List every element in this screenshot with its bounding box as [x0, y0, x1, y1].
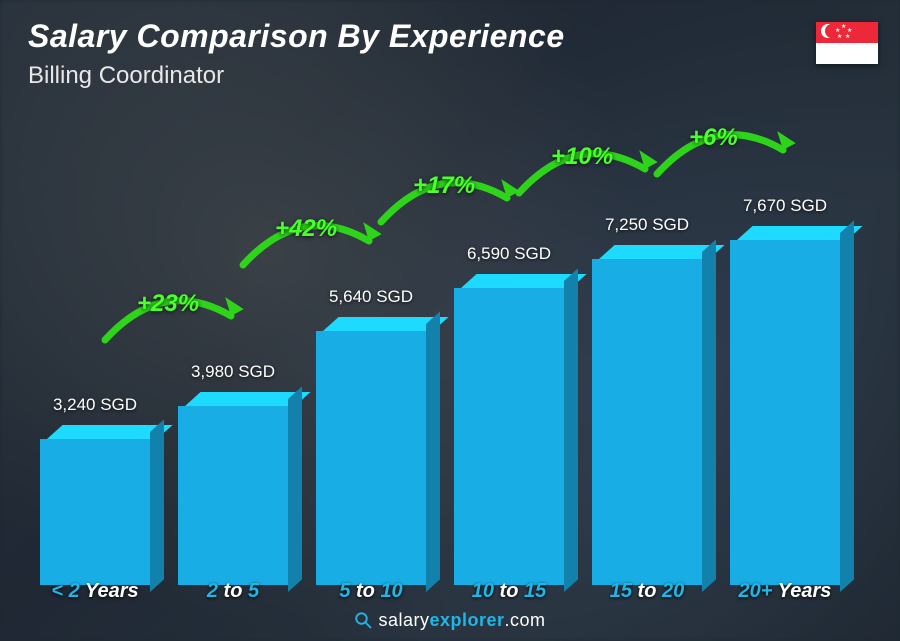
bar-value-label: 7,250 SGD — [605, 215, 689, 235]
increase-percent: +42% — [275, 215, 337, 243]
arrow-arc-icon — [93, 282, 253, 352]
flag-top-stripe: ★ ★ ★ ★ ★ — [816, 22, 878, 43]
bar-side-face — [288, 386, 302, 592]
increase-arrow: +23% — [93, 282, 253, 352]
bar — [40, 425, 150, 571]
bar-value-label: 7,670 SGD — [743, 196, 827, 216]
increase-percent: +17% — [413, 172, 475, 200]
arrow-arc-icon — [231, 207, 391, 277]
bar-side-face — [426, 311, 440, 592]
increase-arrow: +17% — [369, 164, 529, 234]
bar — [178, 392, 288, 571]
page-title: Salary Comparison By Experience — [28, 18, 565, 55]
bar-value-label: 3,980 SGD — [191, 362, 275, 382]
bar — [592, 245, 702, 571]
flag-bottom-stripe — [816, 43, 878, 64]
bar-column: 3,240 SGD< 2 Years — [40, 395, 150, 571]
chart-container: Salary Comparison By Experience Billing … — [0, 0, 900, 641]
bar-side-face — [564, 268, 578, 592]
country-flag: ★ ★ ★ ★ ★ — [816, 22, 878, 64]
bar-column: +6%7,670 SGD20+ Years — [730, 196, 840, 571]
bar — [316, 317, 426, 571]
bar-chart: 3,240 SGD< 2 Years +23%3,980 SGD2 to 5 +42… — [40, 110, 840, 571]
footer-text-accent: explorer — [429, 610, 504, 630]
flag-crescent-icon — [821, 24, 835, 38]
footer-text-prefix: salary — [378, 610, 429, 630]
arrow-arc-icon — [645, 116, 805, 186]
bar — [730, 226, 840, 571]
bar-value-label: 5,640 SGD — [329, 287, 413, 307]
bar-column: +17%6,590 SGD10 to 15 — [454, 244, 564, 571]
bar-category-label: 2 to 5 — [207, 580, 259, 603]
bar-column: +42%5,640 SGD5 to 10 — [316, 287, 426, 571]
footer-text-suffix: .com — [505, 610, 546, 630]
footer-brand: salaryexplorer.com — [0, 610, 900, 631]
increase-percent: +6% — [689, 124, 738, 152]
bar-front-face — [40, 439, 150, 585]
increase-arrow: +10% — [507, 135, 667, 205]
bar-category-label: 5 to 10 — [339, 580, 402, 603]
bar-side-face — [702, 239, 716, 592]
bar-category-label: 15 to 20 — [610, 580, 685, 603]
bar-front-face — [178, 406, 288, 585]
bar-front-face — [316, 331, 426, 585]
bar-category-label: 20+ Years — [739, 580, 832, 603]
increase-arrow: +42% — [231, 207, 391, 277]
bar-value-label: 3,240 SGD — [53, 395, 137, 415]
bar-front-face — [730, 240, 840, 585]
bar — [454, 274, 564, 571]
arrow-arc-icon — [369, 164, 529, 234]
increase-arrow: +6% — [645, 116, 805, 186]
arrow-arc-icon — [507, 135, 667, 205]
bar-side-face — [150, 419, 164, 592]
bar-value-label: 6,590 SGD — [467, 244, 551, 264]
increase-percent: +23% — [137, 290, 199, 318]
page-subtitle: Billing Coordinator — [28, 62, 224, 90]
increase-percent: +10% — [551, 143, 613, 171]
bar-side-face — [840, 220, 854, 592]
bar-category-label: 10 to 15 — [472, 580, 547, 603]
bar-category-label: < 2 Years — [51, 580, 138, 603]
bar-front-face — [592, 259, 702, 585]
bar-front-face — [454, 288, 564, 585]
bar-column: +10%7,250 SGD15 to 20 — [592, 215, 702, 571]
bar-column: +23%3,980 SGD2 to 5 — [178, 362, 288, 571]
magnifier-icon — [354, 611, 372, 629]
